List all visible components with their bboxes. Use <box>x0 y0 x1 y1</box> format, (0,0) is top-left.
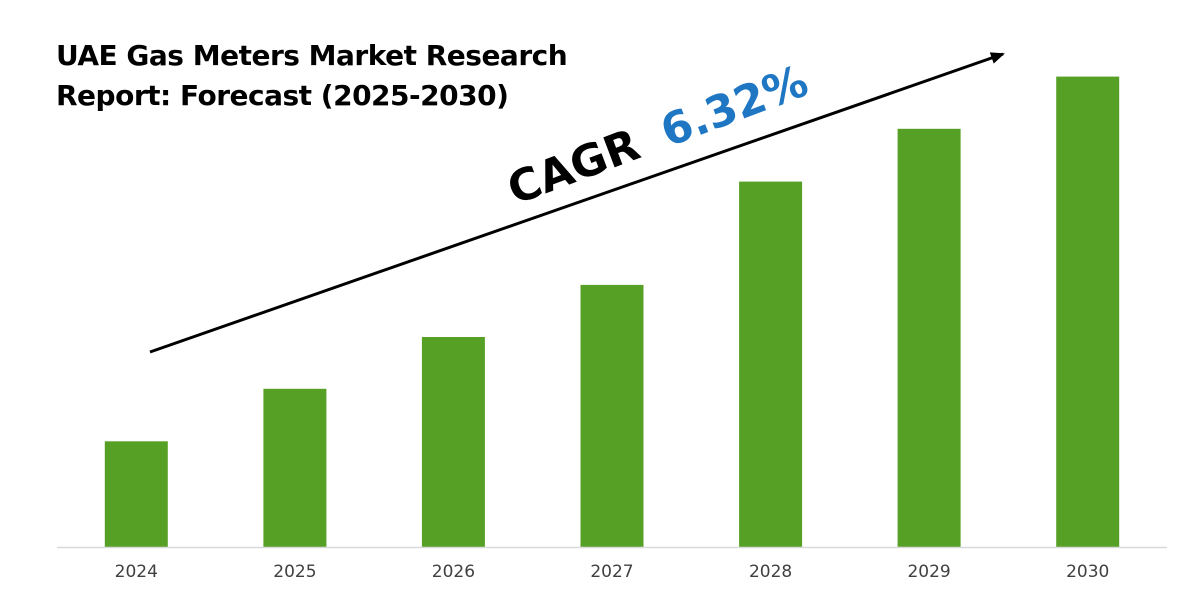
x-tick-label-2025: 2025 <box>273 562 316 582</box>
trend-arrow <box>149 52 1005 354</box>
x-tick-label-2024: 2024 <box>115 562 158 582</box>
cagr-value: 6.32% <box>654 56 815 158</box>
bar-2027 <box>580 284 644 547</box>
chart-title-line-2: Report: Forecast (2025-2030) <box>56 79 509 112</box>
bar-2025 <box>263 388 327 547</box>
chart-title: UAE Gas Meters Market Research Report: F… <box>56 36 568 116</box>
bar-2028 <box>739 181 803 547</box>
x-tick-label-2026: 2026 <box>432 562 475 582</box>
chart-title-line-1: UAE Gas Meters Market Research <box>56 39 568 72</box>
bar-2029 <box>897 128 961 548</box>
x-tick-labels: 2024 2025 2026 2027 2028 2029 2030 <box>115 562 1110 582</box>
x-tick-label-2029: 2029 <box>907 562 950 582</box>
bar-2024 <box>104 441 168 547</box>
x-tick-label-2028: 2028 <box>749 562 792 582</box>
bar-2026 <box>421 337 485 547</box>
bars-layer <box>104 76 1120 548</box>
bar-2030 <box>1056 76 1120 547</box>
x-tick-label-2030: 2030 <box>1066 562 1109 582</box>
cagr-label: CAGR <box>501 119 647 215</box>
x-tick-label-2027: 2027 <box>590 562 633 582</box>
